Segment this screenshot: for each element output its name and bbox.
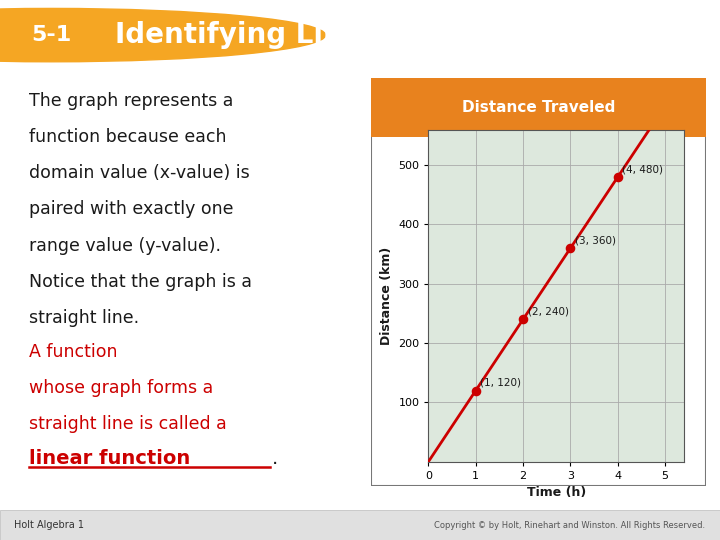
Text: (2, 240): (2, 240): [528, 307, 569, 316]
FancyBboxPatch shape: [371, 78, 706, 486]
Text: Copyright © by Holt, Rinehart and Winston. All Rights Reserved.: Copyright © by Holt, Rinehart and Winsto…: [434, 521, 706, 530]
Text: straight line is called a: straight line is called a: [29, 415, 227, 433]
Text: Holt Algebra 1: Holt Algebra 1: [14, 520, 84, 530]
Text: whose graph forms a: whose graph forms a: [29, 379, 213, 397]
Text: 5-1: 5-1: [32, 25, 72, 45]
Text: Identifying Linear Functions: Identifying Linear Functions: [115, 21, 556, 49]
Text: (3, 360): (3, 360): [575, 235, 616, 246]
FancyBboxPatch shape: [371, 78, 706, 137]
Text: function because each: function because each: [29, 129, 226, 146]
Text: (4, 480): (4, 480): [623, 164, 663, 174]
Text: range value (y-value).: range value (y-value).: [29, 237, 221, 254]
Point: [470, 386, 482, 395]
Text: linear function: linear function: [29, 449, 190, 468]
Point: [517, 315, 528, 323]
Text: A function: A function: [29, 342, 117, 361]
FancyBboxPatch shape: [0, 510, 720, 540]
X-axis label: Time (h): Time (h): [526, 487, 586, 500]
Text: .: .: [272, 449, 279, 468]
Text: straight line.: straight line.: [29, 309, 139, 327]
Point: [612, 173, 624, 181]
Text: (1, 120): (1, 120): [480, 378, 521, 388]
Text: paired with exactly one: paired with exactly one: [29, 200, 233, 219]
Text: The graph represents a: The graph represents a: [29, 92, 233, 110]
Circle shape: [0, 9, 325, 62]
Y-axis label: Distance (km): Distance (km): [379, 247, 392, 345]
Text: domain value (x-value) is: domain value (x-value) is: [29, 164, 250, 183]
Point: [564, 244, 576, 253]
Text: Distance Traveled: Distance Traveled: [462, 100, 615, 115]
Text: Notice that the graph is a: Notice that the graph is a: [29, 273, 252, 291]
